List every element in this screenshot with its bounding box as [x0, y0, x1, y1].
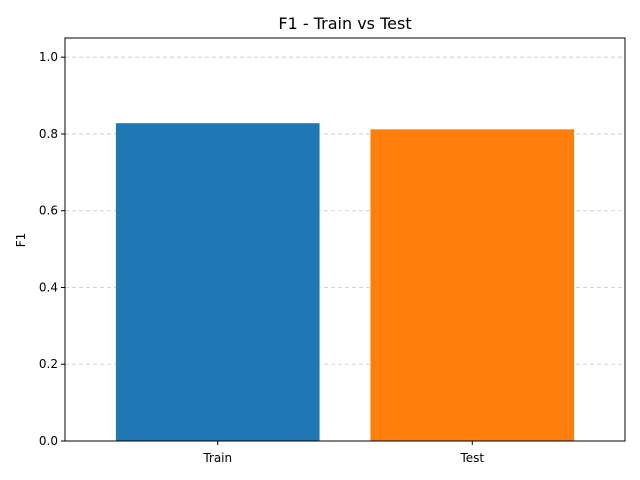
bar-train	[115, 123, 320, 441]
y-tick-label: 0.4	[39, 280, 58, 294]
tick-layer: 0.0 0.2 0.4 0.6 0.8 1.0 Train Test	[39, 50, 484, 465]
chart-title: F1 - Train vs Test	[278, 14, 411, 33]
y-tick-label: 1.0	[39, 50, 58, 64]
y-tick-label: 0.2	[39, 357, 58, 371]
axes-frame	[64, 37, 626, 442]
bar-layer	[115, 123, 575, 441]
y-tick-label: 0.0	[39, 434, 58, 448]
bar-test	[370, 129, 575, 441]
y-tick-label: 0.6	[39, 204, 58, 218]
x-tick-label-train: Train	[202, 451, 232, 465]
y-axis-label: F1	[14, 233, 28, 248]
x-tick-label-test: Test	[459, 451, 484, 465]
y-tick-label: 0.8	[39, 127, 58, 141]
